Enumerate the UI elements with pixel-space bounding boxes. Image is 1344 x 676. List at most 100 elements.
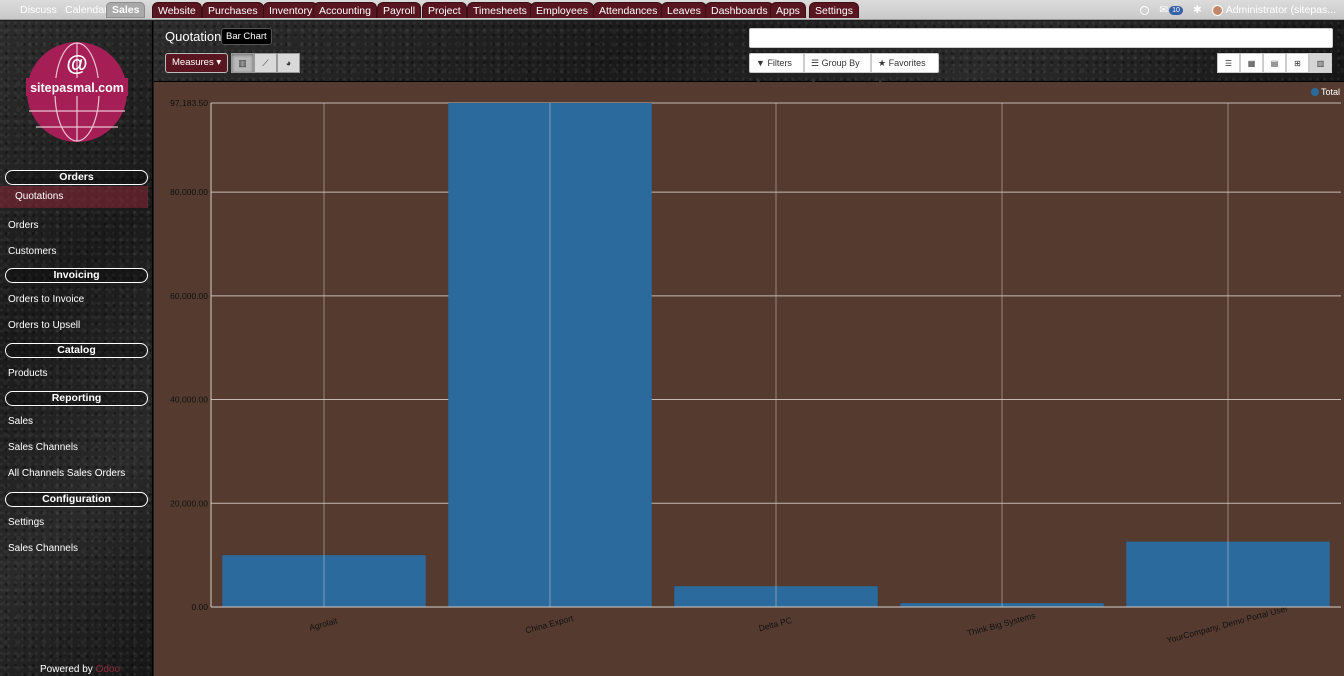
bar-chart-icon: ▥	[238, 57, 247, 68]
user-menu[interactable]: Administrator (sitepas...	[1211, 4, 1336, 16]
legend-label: Total	[1320, 87, 1340, 97]
measures-label: Measures	[172, 57, 214, 68]
app-menu-calendar[interactable]: Calendar	[65, 4, 108, 16]
x-tick-label: Think Big Systems	[966, 610, 1037, 638]
sidebar-item-all-channels-sales-orders[interactable]: All Channels Sales Orders	[8, 468, 126, 479]
app-menu-inventory[interactable]: Inventory	[263, 2, 319, 18]
bar-chart: 0.00 20,000.00 40,000.00 60,000.00 80,000.00…	[170, 98, 1341, 645]
y-tick-label: 0.00	[191, 602, 208, 612]
sidebar-section-configuration: Configuration	[5, 492, 148, 507]
sidebar-item-sales-channels[interactable]: Sales Channels	[8, 442, 79, 453]
caret-down-icon: ▾	[878, 76, 883, 86]
powered-prefix: Powered by	[40, 664, 93, 675]
graph-view-button[interactable]: ▥	[1309, 53, 1332, 73]
app-menu-project[interactable]: Project	[422, 2, 467, 18]
app-menu-payroll[interactable]: Payroll	[377, 2, 422, 18]
kanban-view-icon: ▦	[1247, 58, 1256, 68]
bug-icon[interactable]: ✱	[1192, 4, 1202, 16]
filters-button[interactable]: ▼ Filters ▾	[749, 53, 804, 86]
sidebar-item-orders[interactable]: Orders	[8, 220, 39, 231]
sidebar-item-customers[interactable]: Customers	[8, 246, 57, 257]
graph-view: 0.00 20,000.00 40,000.00 60,000.00 80,000.00…	[154, 82, 1344, 676]
sidebar-item-settings[interactable]: Settings	[8, 517, 45, 528]
sidebar-section-reporting: Reporting	[5, 391, 148, 406]
logo-at-symbol: @	[66, 51, 87, 76]
pie-chart-icon: ◕	[285, 58, 292, 68]
tooltip: Bar Chart	[221, 28, 272, 45]
breadcrumb[interactable]: Quotation	[165, 29, 222, 44]
app-menu-website[interactable]: Website	[152, 2, 202, 18]
top-navbar: Discuss Calendar Sales Website Purchases Inve…	[0, 0, 1344, 20]
app-menu-accounting[interactable]: Accounting	[313, 2, 377, 18]
y-tick-label: 97,183.50	[170, 98, 208, 108]
x-tick-label: China Export	[524, 613, 575, 636]
list-view-button[interactable]: ☰	[1217, 53, 1240, 73]
sidebar-item-products[interactable]: Products	[8, 368, 48, 379]
pie-chart-mode-button[interactable]: ◕	[277, 53, 300, 73]
sidebar-item-sales-channels[interactable]: Sales Channels	[8, 543, 79, 554]
control-panel: Quotation Measures ▾ ▥ ⟋ ◕ Bar Chart ▼ F…	[154, 21, 1344, 86]
app-menu-apps[interactable]: Apps	[770, 2, 806, 18]
x-tick-label: YourCompany, Demo Portal User	[1165, 603, 1289, 645]
measures-button[interactable]: Measures ▾	[165, 53, 229, 73]
app-menu-leaves[interactable]: Leaves	[661, 2, 707, 18]
powered-by[interactable]: Powered by Odoo	[40, 664, 120, 675]
app-menu-sales[interactable]: Sales	[106, 2, 146, 18]
app-menu-discuss[interactable]: Discuss	[20, 4, 57, 16]
messages-count-badge: 10	[1169, 5, 1183, 15]
avatar	[1211, 4, 1223, 16]
systray: ✉ 10 ✱ Administrator (sitepas...	[1140, 2, 1336, 18]
sidebar-item-orders-to-invoice[interactable]: Orders to Invoice	[8, 294, 85, 305]
y-tick-label: 80,000.00	[170, 187, 208, 197]
calendar-icon: ▤	[1270, 58, 1279, 68]
app-menu-settings[interactable]: Settings	[809, 2, 859, 18]
company-logo[interactable]: @ sitepasmal.com	[26, 41, 128, 143]
favorites-label: Favorites	[888, 58, 926, 68]
app-menu-employees[interactable]: Employees	[530, 2, 594, 18]
app-menu-timesheets[interactable]: Timesheets	[467, 2, 533, 18]
sidebar-item-orders-to-upsell[interactable]: Orders to Upsell	[8, 320, 81, 331]
messages-button[interactable]: ✉ 10	[1159, 4, 1183, 16]
sidebar-section-invoicing: Invoicing	[5, 268, 148, 283]
caret-down-icon: ▾	[756, 76, 761, 86]
sidebar-section-catalog: Catalog	[5, 343, 148, 358]
pivot-view-button[interactable]: ⊞	[1286, 53, 1309, 73]
app-menu-purchases[interactable]: Purchases	[202, 2, 264, 18]
sidebar-item-quotations[interactable]: Quotations	[0, 186, 148, 208]
list-view-icon: ☰	[1224, 58, 1233, 68]
sidebar-item-sales[interactable]: Sales	[8, 416, 34, 427]
legend[interactable]: Total	[1310, 87, 1340, 97]
star-icon: ★	[878, 58, 887, 68]
sidebar: @ sitepasmal.com Orders Quotations Orders C…	[0, 21, 153, 676]
legend-swatch	[1310, 88, 1319, 96]
list-icon: ☰	[811, 58, 820, 68]
user-name: Administrator (sitepas...	[1225, 4, 1336, 16]
calendar-view-button[interactable]: ▤	[1263, 53, 1286, 73]
bar-chart-icon: ▥	[1316, 58, 1325, 68]
x-tick-label: Agrolait	[308, 615, 339, 632]
sidebar-section-orders: Orders	[5, 170, 148, 185]
favorites-button[interactable]: ★ Favorites ▾	[871, 53, 939, 86]
chat-icon: ✉	[1159, 4, 1169, 16]
x-tick-label: Delta PC	[758, 615, 793, 633]
app-menu-dashboards[interactable]: Dashboards	[705, 2, 774, 18]
logo-text: sitepasmal.com	[30, 81, 124, 95]
filters-label: Filters	[767, 58, 792, 68]
pivot-table-icon: ⊞	[1294, 58, 1301, 68]
groupby-button[interactable]: ☰ Group By ▾	[804, 53, 871, 86]
y-tick-label: 40,000.00	[170, 395, 208, 405]
app-menu-attendances[interactable]: Attendances	[593, 2, 664, 18]
search-input[interactable]	[749, 28, 1333, 48]
y-tick-label: 20,000.00	[170, 498, 208, 508]
bar-chart-mode-button[interactable]: ▥	[231, 53, 254, 73]
groupby-label: Group By	[821, 58, 860, 68]
y-tick-label: 60,000.00	[170, 291, 208, 301]
caret-down-icon: ▾	[811, 76, 816, 86]
caret-down-icon: ▾	[216, 57, 222, 68]
filter-icon: ▼	[756, 58, 765, 68]
powered-brand: Odoo	[95, 664, 121, 675]
activity-icon[interactable]	[1140, 5, 1150, 15]
line-chart-mode-button[interactable]: ⟋	[254, 53, 277, 73]
kanban-view-button[interactable]: ▦	[1240, 53, 1263, 73]
line-chart-icon: ⟋	[262, 57, 269, 68]
